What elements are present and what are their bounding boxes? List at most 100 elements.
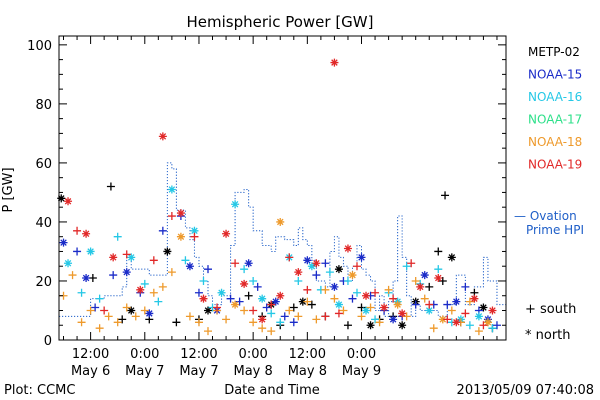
point-south <box>479 321 488 330</box>
point-south <box>100 306 109 315</box>
y-tick-label: 100 <box>27 39 52 54</box>
legend-marker-south: + south <box>525 302 576 317</box>
point-north <box>258 315 267 324</box>
point-south <box>77 288 86 297</box>
point-north <box>276 291 285 300</box>
point-south <box>244 291 253 300</box>
point-south <box>86 306 95 315</box>
point-south <box>411 300 420 309</box>
point-south <box>73 226 82 235</box>
x-tick-time-label: 0:00 <box>239 347 268 362</box>
point-south <box>109 271 118 280</box>
point-south <box>348 294 357 303</box>
point-south <box>429 324 438 333</box>
point-north <box>434 274 443 283</box>
point-south <box>294 276 303 285</box>
point-north <box>244 259 253 268</box>
point-south <box>488 324 497 333</box>
point-south <box>167 268 176 277</box>
point-south <box>158 226 167 235</box>
point-north <box>127 306 136 315</box>
point-north <box>64 259 73 268</box>
point-south <box>253 282 262 291</box>
point-south <box>434 247 443 256</box>
point-north <box>294 268 303 277</box>
plot-credit: Plot: CCMC <box>4 383 75 398</box>
point-north <box>176 232 185 241</box>
x-tick-time-label: 0:00 <box>130 347 159 362</box>
x-tick-time-label: 12:00 <box>289 347 326 362</box>
point-north <box>362 306 371 315</box>
point-south <box>343 276 352 285</box>
point-north <box>452 297 461 306</box>
point-south <box>91 303 100 312</box>
point-south <box>303 297 312 306</box>
series-noaa-15 <box>59 212 501 330</box>
point-north <box>438 315 447 324</box>
point-south <box>353 288 361 297</box>
point-south <box>122 250 131 259</box>
point-north <box>145 309 154 318</box>
point-south <box>343 321 352 330</box>
point-south <box>154 297 163 306</box>
series-noaa-18 <box>59 217 492 336</box>
point-south <box>321 259 330 268</box>
y-tick-label: 20 <box>35 275 52 290</box>
point-north <box>348 271 357 280</box>
point-south <box>441 191 450 200</box>
point-north <box>334 265 343 274</box>
point-north <box>483 318 492 327</box>
point-south <box>249 306 258 315</box>
point-north <box>389 315 398 324</box>
point-north <box>109 253 118 262</box>
point-south <box>235 297 244 306</box>
point-south <box>73 247 82 256</box>
point-north <box>271 297 280 306</box>
point-south <box>258 324 267 333</box>
x-tick-date-label: May 7 <box>125 364 164 379</box>
point-south <box>122 303 131 312</box>
point-south <box>222 315 231 324</box>
point-north <box>393 300 402 309</box>
point-south <box>465 321 474 330</box>
point-north <box>86 247 95 256</box>
point-south <box>140 279 149 288</box>
point-north <box>420 271 429 280</box>
legend-item: NOAA-17 <box>528 113 582 127</box>
y-tick-label: 40 <box>35 216 52 231</box>
point-south <box>267 327 276 336</box>
y-axis-label: P [GW] <box>1 167 16 212</box>
point-south <box>285 253 294 262</box>
x-tick-time-label: 12:00 <box>180 347 217 362</box>
point-north <box>231 300 240 309</box>
point-north <box>488 306 497 315</box>
point-south <box>88 274 97 283</box>
point-south <box>149 256 158 265</box>
point-north <box>258 294 267 303</box>
legend-item: NOAA-15 <box>528 68 582 82</box>
point-south <box>140 306 149 315</box>
point-north <box>447 253 456 262</box>
point-north <box>398 321 407 330</box>
point-south <box>420 294 429 303</box>
point-south <box>167 212 176 221</box>
point-south <box>68 271 77 280</box>
x-axis-label: Date and Time <box>224 383 320 398</box>
point-south <box>474 327 483 336</box>
point-south <box>371 315 380 324</box>
point-north <box>158 132 167 141</box>
point-south <box>443 300 452 309</box>
x-tick-date-label: May 6 <box>71 364 110 379</box>
point-south <box>389 294 398 303</box>
point-north <box>240 279 249 288</box>
point-south <box>204 265 212 274</box>
point-north <box>176 209 185 218</box>
point-south <box>77 318 86 327</box>
point-south <box>303 285 312 294</box>
x-tick-date-label: May 8 <box>288 364 327 379</box>
x-tick-time-label: 12:00 <box>72 347 109 362</box>
point-south <box>276 318 285 327</box>
point-north <box>122 268 131 277</box>
point-north <box>380 303 389 312</box>
